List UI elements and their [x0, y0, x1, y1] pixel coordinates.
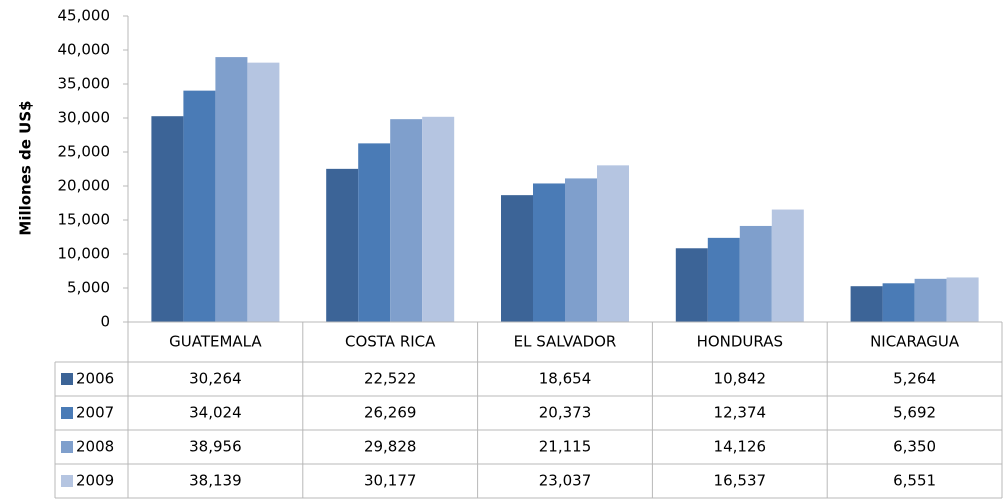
table-value: 38,139: [189, 472, 242, 490]
x-tick-label: GUATEMALA: [169, 333, 262, 351]
y-tick-label: 30,000: [58, 109, 111, 127]
legend-key: [61, 475, 73, 487]
table-value: 16,537: [714, 472, 767, 490]
bar: [422, 116, 455, 322]
table-value: 30,177: [364, 472, 417, 490]
bar: [326, 168, 359, 322]
legend-label: 2007: [76, 404, 114, 422]
x-tick-label: EL SALVADOR: [514, 333, 617, 351]
table-value: 38,956: [189, 438, 242, 456]
table-value: 20,373: [539, 404, 592, 422]
y-tick-label: 35,000: [58, 75, 111, 93]
table-value: 14,126: [714, 438, 767, 456]
bar: [565, 178, 597, 322]
legend-key: [61, 373, 73, 385]
y-axis-title: Millones de US$: [17, 100, 35, 235]
bar: [707, 237, 740, 322]
legend-key: [61, 407, 73, 419]
legend-label: 2009: [76, 472, 114, 490]
legend-key: [61, 441, 73, 453]
bar: [914, 278, 947, 322]
table-value: 34,024: [189, 404, 242, 422]
table-value: 26,269: [364, 404, 417, 422]
table-value: 5,264: [893, 370, 936, 388]
table-value: 29,828: [364, 438, 417, 456]
legend-label: 2006: [76, 370, 114, 388]
x-tick-label: COSTA RICA: [345, 333, 436, 351]
x-tick-label: NICARAGUA: [870, 333, 960, 351]
bar: [183, 90, 216, 322]
bar: [771, 209, 804, 322]
bar: [358, 143, 391, 322]
y-tick-label: 0: [100, 313, 110, 331]
y-tick-label: 15,000: [58, 211, 111, 229]
table-value: 5,692: [893, 404, 936, 422]
y-tick-label: 25,000: [58, 143, 111, 161]
bar: [739, 225, 772, 322]
table-value: 22,522: [364, 370, 417, 388]
bar: [215, 57, 248, 322]
table-value: 23,037: [539, 472, 592, 490]
bar: [850, 286, 883, 322]
table-value: 6,551: [893, 472, 936, 490]
bar: [533, 183, 565, 322]
x-tick-label: HONDURAS: [697, 333, 783, 351]
table-value: 21,115: [539, 438, 592, 456]
table-value: 10,842: [714, 370, 767, 388]
y-tick-label: 45,000: [58, 7, 111, 25]
y-tick-label: 20,000: [58, 177, 111, 195]
y-tick-label: 40,000: [58, 41, 111, 59]
bar: [151, 116, 184, 322]
legend-label: 2008: [76, 438, 114, 456]
bar: [946, 277, 979, 322]
bar: [882, 283, 915, 322]
y-tick-label: 10,000: [58, 245, 111, 263]
table-value: 30,264: [189, 370, 242, 388]
bar: [247, 62, 280, 323]
y-tick-label: 5,000: [67, 279, 110, 297]
table-value: 6,350: [893, 438, 936, 456]
bar: [390, 119, 423, 322]
table-value: 18,654: [539, 370, 592, 388]
bar: [675, 248, 708, 322]
bar: [597, 165, 629, 322]
table-value: 12,374: [714, 404, 767, 422]
bar: [501, 195, 533, 322]
